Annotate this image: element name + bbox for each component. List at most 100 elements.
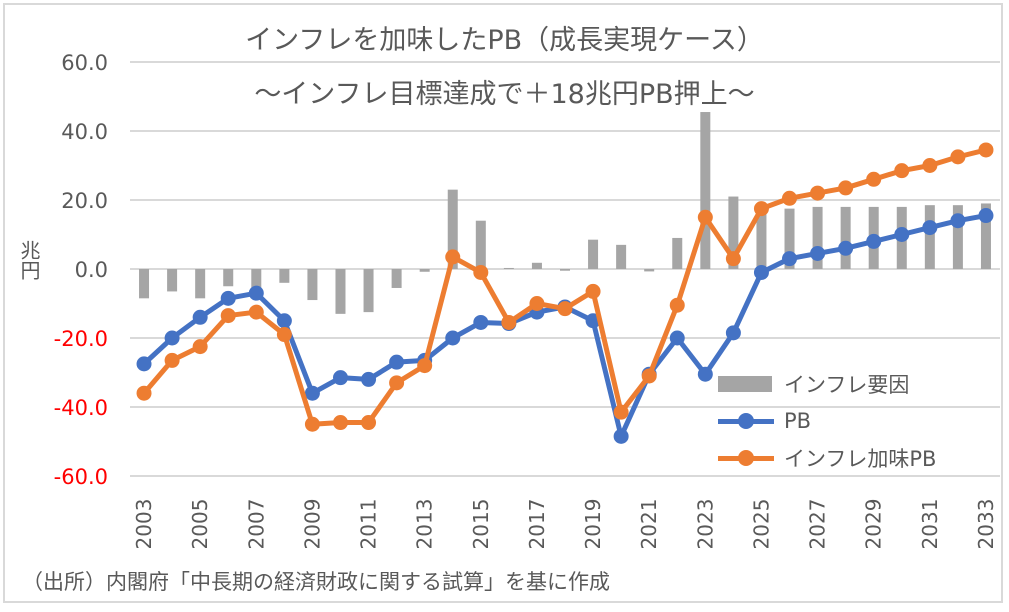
bar-2032 [952,205,963,269]
point-pb-2029 [866,233,882,249]
x-tick-label: 2033 [974,499,998,550]
x-tick-label: 2029 [862,499,886,550]
bar-2026 [784,208,795,269]
point-pb-2025 [753,264,769,280]
bar-2020 [616,244,627,269]
point-inflation-pb-2030 [894,163,910,179]
point-pb-2028 [838,240,854,256]
x-tick-label: 2031 [918,499,942,550]
legend-line-swatch [718,409,778,433]
point-pb-2005 [192,309,208,325]
bar-2011 [363,269,374,313]
point-pb-2033 [978,208,994,224]
bar-2005 [195,269,206,299]
point-pb-2032 [950,213,966,229]
chart-title: インフレを加味したPB（成長実現ケース） [245,25,764,56]
chart-subtitle: ～インフレ目標達成で＋18兆円PB押上～ [254,79,755,110]
y-tick-label: -60.0 [54,465,108,489]
point-inflation-pb-2023 [697,209,713,225]
bar-2014 [447,189,458,269]
bar-2024 [728,196,739,269]
x-tick-label: 2009 [300,499,324,550]
point-inflation-pb-2006 [220,308,236,324]
point-pb-2031 [922,220,938,236]
point-inflation-pb-2008 [276,327,292,343]
point-inflation-pb-2020 [613,404,629,420]
point-pb-2014 [445,330,461,346]
point-inflation-pb-2028 [838,180,854,196]
point-inflation-pb-2025 [753,201,769,217]
bar-2016 [503,267,514,269]
legend-label: インフレ要因 [784,372,910,397]
bar-2025 [756,203,767,269]
legend-label: PB [784,408,812,433]
point-inflation-pb-2032 [950,149,966,165]
bar-2009 [307,269,318,301]
x-tick-label: 2023 [693,499,717,550]
bar-2004 [167,269,178,292]
x-tick-label: 2021 [637,499,661,550]
bar-2028 [840,206,851,269]
bar-2008 [279,269,290,283]
y-tick-label: 0.0 [75,258,108,282]
x-tick-label: 2011 [357,499,381,550]
x-tick-label: 2025 [749,499,773,550]
bar-2031 [924,205,935,269]
bar-2003 [139,269,150,299]
point-inflation-pb-2017 [529,296,545,311]
legend-bar-swatch [718,372,778,396]
source-note: （出所）内閣府「中長期の経済財政に関する試算」を基に作成 [22,570,610,594]
x-tick-label: 2003 [132,499,156,550]
point-inflation-pb-2009 [304,416,320,432]
point-pb-2020 [613,428,629,444]
bar-2017 [531,262,542,269]
legend-line-swatch [718,446,778,470]
point-inflation-pb-2021 [641,368,657,384]
point-inflation-pb-2027 [810,185,826,201]
point-pb-2027 [810,245,826,261]
bar-2027 [812,206,823,269]
bar-2010 [335,269,346,314]
bar-2033 [980,203,991,269]
x-tick-label: 2013 [413,499,437,550]
point-inflation-pb-2004 [164,352,180,368]
bar-2015 [475,220,486,269]
point-inflation-pb-2024 [725,251,741,267]
point-inflation-pb-2029 [866,171,882,187]
point-inflation-pb-2022 [669,297,685,313]
legend-item-pb: PB [718,402,936,439]
point-inflation-pb-2018 [557,301,573,317]
x-tick-label: 2007 [244,499,268,550]
y-tick-label: 60.0 [61,51,108,75]
point-pb-2011 [361,371,377,387]
point-pb-2010 [332,370,348,386]
bar-2022 [672,237,683,269]
y-axis-label: 兆円 [17,240,41,280]
point-pb-2012 [389,354,405,370]
x-tick-label: 2019 [581,499,605,550]
legend-label: インフレ加味PB [784,446,937,471]
point-inflation-pb-2003 [136,385,152,401]
bar-2006 [223,269,234,287]
y-tick-label: -40.0 [54,396,108,420]
bar-2013 [419,269,430,272]
point-inflation-pb-2016 [501,314,517,330]
point-inflation-pb-2007 [248,304,264,320]
legend-item-inflation: インフレ要因 [718,365,936,402]
y-tick-label: 40.0 [61,120,108,144]
point-pb-2003 [136,356,152,372]
point-pb-2023 [697,366,713,382]
point-pb-2022 [669,330,685,346]
point-pb-2008 [276,313,292,329]
point-pb-2006 [220,290,236,306]
x-tick-label: 2015 [469,499,493,550]
x-tick-label: 2027 [806,499,830,550]
legend: インフレ要因 PB インフレ加味PB [718,365,936,476]
point-pb-2030 [894,227,910,242]
bar-2012 [391,269,402,288]
chart-frame [3,3,1003,603]
x-tick-label: 2005 [188,499,212,550]
point-inflation-pb-2015 [473,264,489,280]
point-inflation-pb-2026 [782,190,798,206]
point-inflation-pb-2011 [361,415,377,431]
